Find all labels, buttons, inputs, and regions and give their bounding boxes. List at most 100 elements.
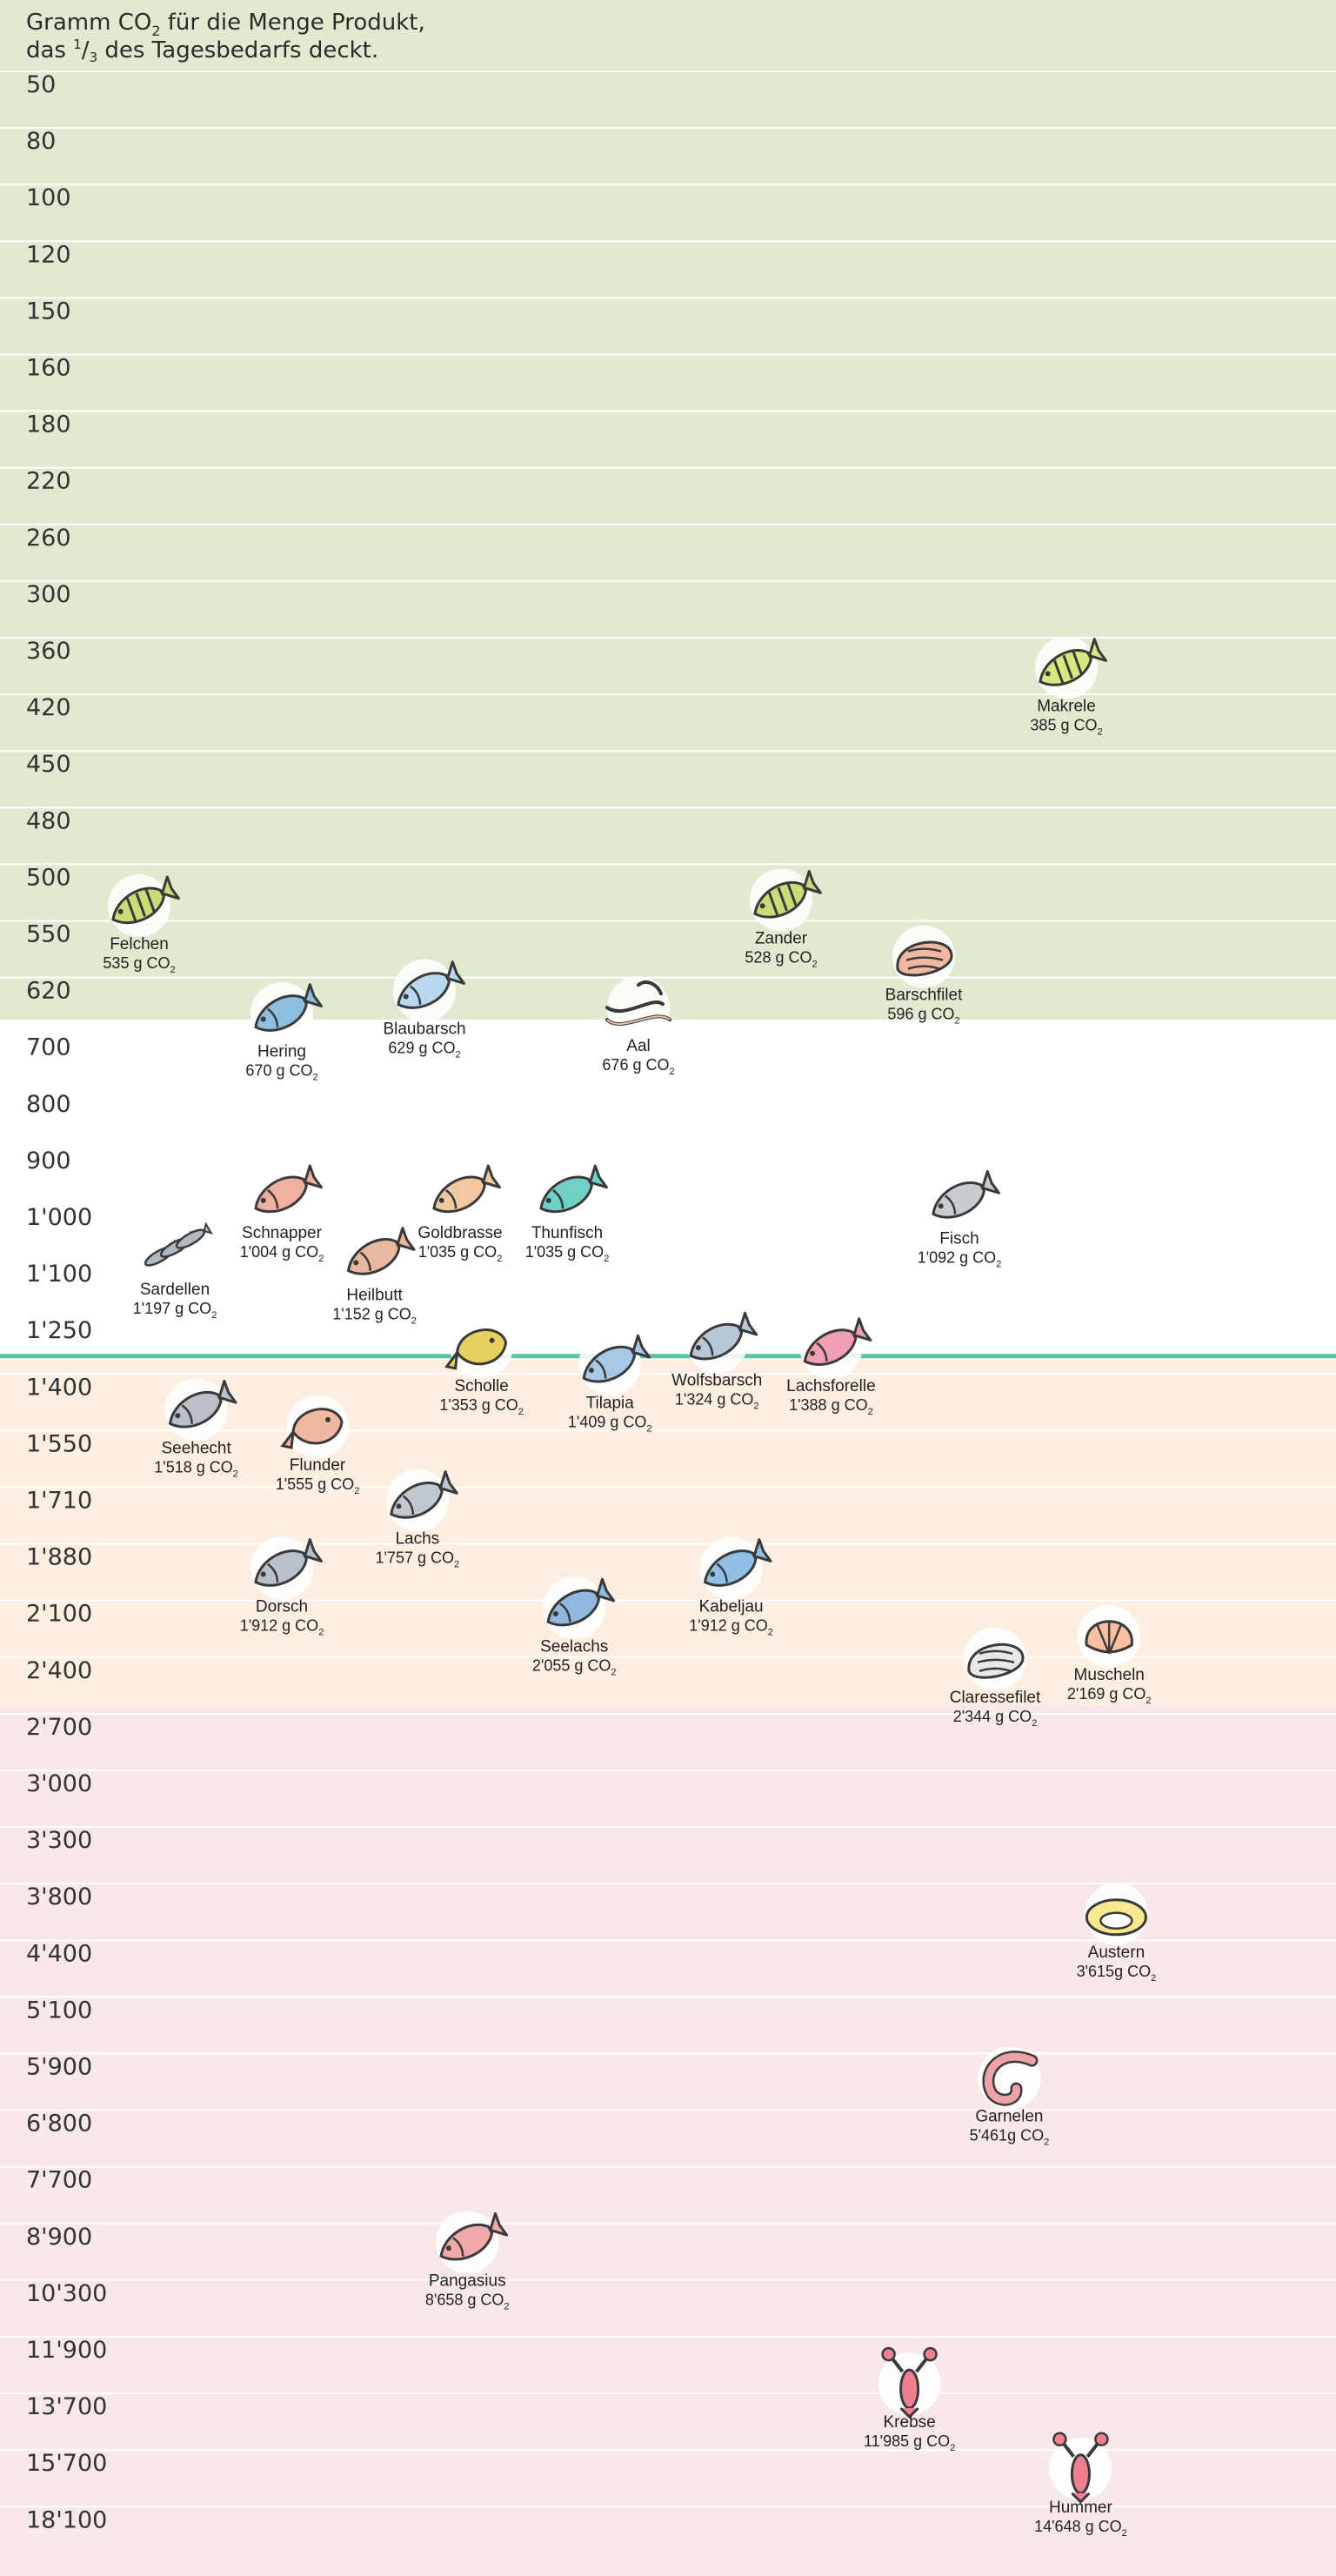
point-name: Makrele [1037,698,1096,716]
point-value: 1'324 g CO2 [675,1390,759,1411]
y-tick-label: 6'800 [26,2111,92,2138]
zone-band-1 [0,0,1336,1020]
chart-title: Gramm CO2 für die Menge Produkt, das 1/3… [26,10,425,65]
point-value: 1'353 g CO2 [439,1396,524,1417]
point-value: 2'169 g CO2 [1067,1685,1152,1706]
point-name: Hummer [1049,2499,1113,2517]
y-tick-label: 80 [26,128,56,155]
y-tick-label: 150 [26,298,71,325]
point-value: 11'985 g CO2 [864,2432,955,2453]
point-value: 8'658 g CO2 [425,2291,510,2312]
y-tick-label: 7'700 [26,2167,92,2194]
point-value: 1'092 g CO2 [918,1249,1002,1270]
y-tick-label: 1'000 [26,1204,92,1231]
sardines-icon [144,1221,213,1267]
point-value: 1'409 g CO2 [568,1413,652,1434]
point-value: 14'648 g CO2 [1034,2518,1127,2539]
y-tick-label: 900 [26,1147,71,1174]
point-name: Kabeljau [699,1598,764,1616]
fish-icon [689,1311,758,1361]
y-tick-label: 1'710 [26,1488,92,1515]
point-name: Felchen [110,935,169,953]
point-name: Lachsforelle [786,1377,875,1395]
y-tick-label: 480 [26,807,71,834]
point-value: 1'912 g CO2 [240,1617,324,1638]
y-tick-label: 2'700 [26,1714,92,1741]
title-line-2-pre: das [26,37,73,64]
point-value: 535 g CO2 [103,954,175,975]
point-name: Hering [257,1043,306,1061]
point-name: Scholle [454,1377,508,1395]
y-tick-label: 220 [26,468,71,495]
flatfish-icon [444,1328,508,1370]
point-value: 2'055 g CO2 [532,1656,617,1677]
point-value: 1'555 g CO2 [276,1475,360,1496]
point-value: 1'518 g CO2 [154,1458,238,1479]
point-name: Claressefilet [950,1689,1041,1707]
y-tick-label: 1'880 [26,1544,92,1571]
y-tick-label: 3'000 [26,1770,92,1797]
point-value: 1'004 g CO2 [240,1243,324,1264]
y-tick-label: 450 [26,751,71,778]
title-line-2-post: des Tagesbedarfs deckt. [97,37,378,64]
point-name: Krebse [883,2413,935,2432]
point-name: Muscheln [1074,1666,1145,1684]
y-tick-label: 420 [26,694,71,721]
point-value: 596 g CO2 [887,1006,959,1027]
point-value: 1'197 g CO2 [133,1300,217,1321]
point-name: Garnelen [975,2108,1043,2126]
point-name: Fisch [939,1230,979,1248]
y-tick-label: 1'250 [26,1317,92,1344]
y-tick-label: 4'400 [26,1940,92,1967]
y-tick-label: 1'100 [26,1261,92,1288]
y-tick-label: 120 [26,241,71,268]
point-value: 3'615g CO2 [1077,1963,1157,1984]
y-tick-label: 800 [26,1091,71,1118]
point-value: 1'035 g CO2 [525,1243,610,1264]
fish-icon [582,1334,651,1383]
point-name: Barschfilet [885,987,963,1005]
fish-icon [546,1577,616,1627]
y-tick-label: 260 [26,525,71,552]
shell-icon [1085,1620,1133,1655]
fish-icon [168,1379,237,1429]
fish-icon [539,1164,608,1214]
point-name: Thunfisch [531,1224,603,1242]
point-value: 385 g CO2 [1030,717,1102,738]
fish-icon [803,1317,872,1366]
y-tick-label: 550 [26,921,71,948]
point-name: Sardellen [140,1281,210,1299]
y-tick-label: 5'900 [26,2054,92,2081]
fish-icon [390,1470,458,1519]
title-line-2-num: 1 [73,37,82,52]
point-value: 1'912 g CO2 [689,1617,773,1638]
point-value: 1'152 g CO2 [332,1306,417,1327]
fish-icon [432,1164,501,1214]
y-tick-label: 180 [26,411,71,438]
y-tick-label: 3'800 [26,1883,92,1910]
y-tick-label: 700 [26,1034,71,1061]
title-line-1-pre: Gramm CO [26,10,151,36]
fish-icon [439,2211,509,2261]
